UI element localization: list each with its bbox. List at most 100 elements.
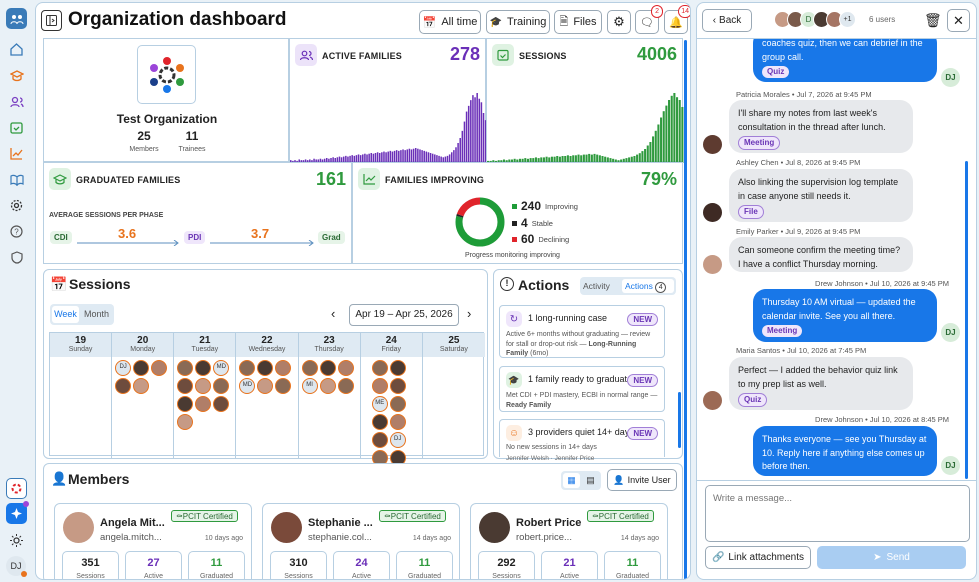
training-icon[interactable] — [6, 65, 27, 86]
session-avatar[interactable] — [177, 396, 194, 412]
session-avatar[interactable]: MD — [239, 378, 256, 394]
session-avatar[interactable] — [319, 378, 336, 394]
session-avatar[interactable] — [301, 360, 318, 376]
date-range[interactable]: Apr 19 – Apr 25, 2026 — [349, 304, 459, 326]
session-avatar[interactable] — [389, 414, 406, 430]
table-view-icon[interactable]: ▤ — [586, 475, 595, 485]
session-avatar[interactable] — [371, 360, 388, 376]
chat-button[interactable]: 🗨 2 — [635, 5, 663, 34]
actions-scrollbar[interactable] — [678, 392, 681, 448]
link-attachments-button[interactable]: 🔗 Link attachments — [705, 546, 811, 569]
session-avatar[interactable] — [389, 360, 406, 376]
main-scrollbar[interactable] — [684, 40, 687, 579]
session-avatar[interactable] — [195, 378, 212, 394]
close-button[interactable]: ✕ — [947, 9, 970, 32]
day-column[interactable]: 21 Tuesday MD — [174, 333, 237, 458]
session-avatar[interactable] — [337, 378, 354, 394]
theme-sun-icon[interactable] — [6, 530, 27, 551]
session-avatar[interactable] — [195, 396, 212, 412]
help-icon[interactable]: ? — [6, 221, 27, 242]
session-avatar[interactable]: MI — [301, 378, 318, 394]
chat-scrollbar[interactable] — [965, 161, 968, 479]
session-avatar[interactable] — [389, 396, 406, 412]
session-avatar[interactable] — [275, 378, 292, 394]
session-avatar[interactable] — [319, 360, 336, 376]
graduated-families-card[interactable]: GRADUATED FAMILIES 161 AVERAGE SESSIONS … — [43, 162, 352, 264]
participant-avatars[interactable]: D +1 — [774, 11, 856, 30]
action-item[interactable]: ☺ 3 providers quiet 14+ days NEW No new … — [499, 419, 665, 460]
session-avatar[interactable] — [213, 396, 230, 412]
shield-icon[interactable] — [6, 247, 27, 268]
session-avatar[interactable] — [151, 360, 168, 376]
chart-line-icon[interactable] — [6, 143, 27, 164]
sessions-card[interactable]: SESSIONS 4006 — [486, 38, 684, 163]
day-column[interactable]: 20 Monday DJ — [112, 333, 175, 458]
day-column[interactable]: 22 Wednesday MD — [236, 333, 299, 458]
day-column[interactable]: 25 Saturday — [422, 333, 485, 458]
session-avatar[interactable]: ME — [371, 396, 388, 412]
session-avatar[interactable] — [239, 360, 256, 376]
session-avatar[interactable] — [371, 432, 388, 448]
session-avatar[interactable] — [275, 360, 292, 376]
prev-week-chevron-icon[interactable]: ‹ — [331, 306, 336, 321]
session-avatar[interactable]: MD — [213, 360, 230, 376]
session-avatar[interactable] — [133, 360, 150, 376]
settings-gear-icon[interactable] — [6, 195, 27, 216]
back-button[interactable]: ‹ Back — [702, 9, 752, 32]
session-avatar[interactable] — [195, 360, 212, 376]
day-column[interactable]: 19 Sunday — [50, 333, 113, 458]
grid-view-icon[interactable]: ▦ — [563, 473, 580, 488]
actions-tab[interactable]: Actions 4 — [622, 279, 674, 293]
active-families-card[interactable]: ACTIVE FAMILIES 278 — [289, 38, 487, 163]
settings-button[interactable]: ⚙ — [607, 10, 631, 34]
sessions-calendar-card: 📅 Sessions Week Month ‹ Apr 19 – Apr 25,… — [43, 269, 488, 484]
session-avatar[interactable] — [337, 360, 354, 376]
session-avatar[interactable] — [177, 378, 194, 394]
files-button[interactable]: 🗎 Files — [554, 10, 602, 34]
session-avatar[interactable] — [115, 378, 132, 394]
member-card[interactable]: Angela Mit... angela.mitch... ⚰PCIT Certif… — [54, 503, 252, 579]
action-item[interactable]: ↻ 1 long-running case NEW Active 6+ mont… — [499, 305, 665, 358]
session-avatar[interactable] — [257, 378, 274, 394]
session-avatar[interactable] — [371, 378, 388, 394]
member-card[interactable]: Robert Price robert.price... ⚰PCIT Certifi… — [470, 503, 668, 579]
session-avatar[interactable] — [371, 414, 388, 430]
home-icon[interactable] — [6, 39, 27, 60]
app-logo-icon[interactable] — [6, 8, 27, 29]
calendar-check-icon[interactable] — [6, 117, 27, 138]
all-time-button[interactable]: 📅 All time — [419, 10, 481, 34]
stat-graduated: 11 Graduated — [604, 551, 661, 579]
trash-icon[interactable]: 🗑 — [924, 12, 942, 28]
calendar-icon: 📅 — [422, 16, 437, 29]
org-switcher-icon[interactable] — [6, 478, 27, 499]
sidebar-toggle-button[interactable] — [41, 10, 62, 31]
day-column[interactable]: 23 Thursday MI — [298, 333, 361, 458]
member-card[interactable]: Stephanie ... stephanie.col... ⚰PCIT Certi… — [262, 503, 460, 579]
ai-sparkle-icon[interactable] — [6, 501, 29, 524]
session-avatar[interactable]: DJ — [115, 360, 132, 376]
notifications-button[interactable]: 🔔 14 — [664, 5, 690, 34]
book-icon[interactable] — [6, 169, 27, 190]
families-improving-card[interactable]: FAMILIES IMPROVING 79% 240 Improving 4 Sta… — [352, 162, 683, 264]
session-avatar[interactable] — [177, 414, 194, 430]
month-tab[interactable]: Month — [83, 309, 109, 319]
session-avatar[interactable] — [133, 378, 150, 394]
next-week-chevron-icon[interactable]: › — [467, 306, 472, 321]
training-button[interactable]: 🎓 Training — [486, 10, 550, 34]
user-avatar[interactable]: DJ — [6, 556, 27, 577]
send-button[interactable]: ➤ Send — [817, 546, 966, 569]
users-icon[interactable] — [6, 91, 27, 112]
sparkline-bar — [532, 158, 535, 163]
activity-tab[interactable]: Activity — [583, 281, 610, 291]
session-avatar[interactable] — [389, 378, 406, 394]
invite-user-button[interactable]: 👤 Invite User — [607, 469, 677, 491]
message-list[interactable]: coaches quiz, then we can debrief in the… — [697, 39, 976, 480]
session-avatar[interactable] — [213, 378, 230, 394]
session-avatar[interactable] — [177, 360, 194, 376]
session-avatar[interactable]: DJ — [389, 432, 406, 448]
session-avatar[interactable] — [257, 360, 274, 376]
message-input[interactable] — [705, 485, 970, 542]
week-tab[interactable]: Week — [52, 306, 79, 323]
action-item[interactable]: 🎓 1 family ready to graduate NEW Met CDI… — [499, 366, 665, 412]
